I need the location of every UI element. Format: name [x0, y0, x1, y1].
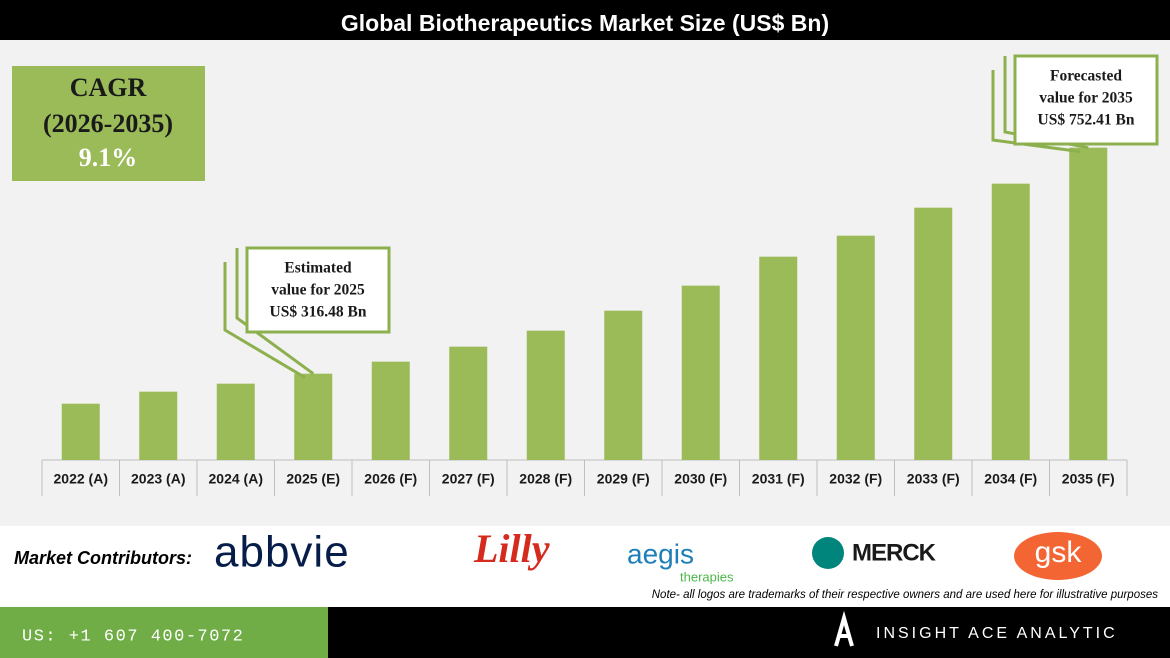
- callout-line: [991, 70, 1081, 154]
- phone-bar: [0, 607, 328, 658]
- logo-lilly: Lilly: [473, 526, 550, 571]
- callout-box: [245, 246, 391, 334]
- logo-gsk: gsk: [1035, 536, 1083, 569]
- x-tick-label: 2031 (F): [752, 471, 805, 487]
- x-tick-label: 2023 (A): [131, 471, 185, 487]
- x-tick-label: 2024 (A): [209, 471, 263, 487]
- x-tick-label: 2026 (F): [364, 471, 417, 487]
- bar: [449, 346, 488, 460]
- annotation-text: value for 2035: [1039, 90, 1133, 107]
- x-tick-label: 2035 (F): [1062, 471, 1115, 487]
- x-tick-label: 2034 (F): [984, 471, 1037, 487]
- merck-icon: [812, 537, 844, 569]
- gsk-icon: [1014, 532, 1102, 580]
- contributors-label: Market Contributors:: [14, 548, 192, 568]
- annotation-text: Forecasted: [1050, 68, 1122, 85]
- bar: [991, 183, 1030, 460]
- value-label: US$ 752.41 Bn: [1038, 112, 1135, 129]
- callout-line: [235, 248, 315, 375]
- bar: [681, 285, 720, 460]
- bar: [294, 373, 333, 460]
- brand-icon: [834, 610, 854, 647]
- bar: [216, 383, 255, 460]
- x-tick-label: 2032 (F): [829, 471, 882, 487]
- callout-line: [223, 262, 307, 379]
- x-tick-label: 2033 (F): [907, 471, 960, 487]
- logo-note: Note- all logos are trademarks of their …: [652, 589, 1158, 601]
- annotation-text: value for 2025: [271, 282, 365, 299]
- x-tick-label: 2027 (F): [442, 471, 495, 487]
- brand-bar: [328, 607, 1170, 658]
- logo-abbvie: abbvie: [214, 528, 350, 577]
- x-tick-label: 2028 (F): [519, 471, 572, 487]
- x-tick-label: 2025 (E): [286, 471, 340, 487]
- bar: [371, 361, 410, 460]
- x-tick-label: 2030 (F): [674, 471, 727, 487]
- phone: US: +1 607 400-7072: [22, 627, 244, 646]
- bar: [61, 403, 100, 460]
- cagr-value: 9.1%: [79, 143, 138, 172]
- value-label: US$ 316.48 Bn: [270, 304, 367, 321]
- callout-box: [1013, 54, 1159, 146]
- bar: [139, 391, 178, 460]
- logo-therapies: therapies: [680, 569, 734, 584]
- bar: [526, 330, 565, 460]
- logo-aegis: aegis: [627, 538, 694, 569]
- title-bar: [0, 0, 1170, 40]
- cagr-box: [12, 66, 205, 181]
- chart-title: Global Biotherapeutics Market Size (US$ …: [341, 10, 829, 36]
- cagr-label: CAGR: [70, 73, 147, 102]
- bar: [604, 310, 643, 460]
- bar: [914, 207, 953, 460]
- annotation-text: Estimated: [284, 260, 352, 277]
- logo-merck: MERCK: [852, 539, 937, 566]
- x-tick-label: 2029 (F): [597, 471, 650, 487]
- x-tick-label: 2022 (A): [54, 471, 108, 487]
- contributors-strip: [0, 527, 1170, 607]
- bar: [1069, 147, 1108, 460]
- bar: [836, 235, 875, 460]
- bar: [759, 256, 798, 460]
- cagr-period: (2026-2035): [43, 109, 173, 138]
- brand: INSIGHT ACE ANALYTIC: [876, 625, 1118, 642]
